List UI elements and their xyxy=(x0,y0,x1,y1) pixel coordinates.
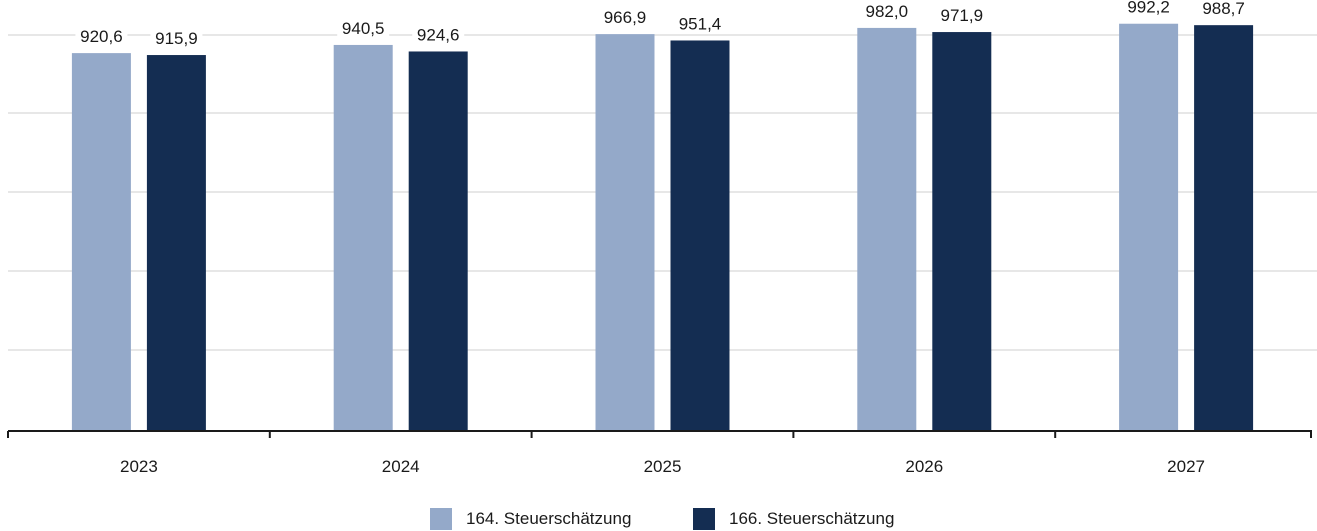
legend-label-166: 166. Steuerschätzung xyxy=(729,509,895,528)
bar-2025-series-1 xyxy=(595,34,655,432)
legend-item-164: 164. Steuerschätzung xyxy=(430,508,631,530)
gridlines xyxy=(8,34,1317,351)
bars xyxy=(71,23,1254,432)
x-tick-label-2026: 2026 xyxy=(905,457,943,476)
value-label-2024-series-1: 940,5 xyxy=(342,19,385,38)
legend-item-166: 166. Steuerschätzung xyxy=(693,508,894,530)
value-label-bg xyxy=(599,7,651,28)
value-label-2024-series-2: 924,6 xyxy=(417,25,460,44)
value-label-bg xyxy=(674,13,726,34)
value-label-bg xyxy=(860,0,913,21)
legend: 164. Steuerschätzung 166. Steuerschätzun… xyxy=(0,508,1317,530)
value-label-2026-series-1: 982,0 xyxy=(866,2,909,21)
x-tick-label-2023: 2023 xyxy=(120,457,158,476)
x-axis: 2023 2024 2025 2026 2027 xyxy=(7,430,1312,476)
value-label-bg xyxy=(150,28,203,49)
value-label-bg xyxy=(1197,0,1250,19)
legend-swatch-166 xyxy=(693,508,715,530)
bar-2025-series-2 xyxy=(670,40,730,431)
value-label-bg xyxy=(75,26,128,47)
value-label-bg xyxy=(337,17,390,38)
x-tick-label-2027: 2027 xyxy=(1167,457,1205,476)
legend-label-164: 164. Steuerschätzung xyxy=(466,509,632,528)
x-tick-label-2025: 2025 xyxy=(644,457,682,476)
bar-2026-series-1 xyxy=(857,27,917,431)
bar-2023-series-1 xyxy=(71,53,131,431)
legend-swatch-164 xyxy=(430,508,452,530)
value-label-2027-series-1: 992,2 xyxy=(1127,0,1170,17)
value-label-2025-series-2: 951,4 xyxy=(679,14,722,33)
value-label-bg xyxy=(412,24,465,45)
value-label-bg xyxy=(935,5,988,26)
bar-2024-series-2 xyxy=(408,51,468,431)
value-labels: 920,6 915,9 940,5 924,6 966,9 951,4 982,0 971,9… xyxy=(75,0,1250,49)
bar-2024-series-1 xyxy=(333,44,393,431)
value-label-2026-series-2: 971,9 xyxy=(941,6,984,25)
value-label-2023-series-2: 915,9 xyxy=(155,29,198,48)
bar-2027-series-1 xyxy=(1119,23,1179,431)
bar-2027-series-2 xyxy=(1194,25,1254,431)
x-tick-label-2024: 2024 xyxy=(382,457,420,476)
bar-2023-series-2 xyxy=(146,55,206,431)
value-label-2023-series-1: 920,6 xyxy=(80,27,123,46)
value-label-bg xyxy=(1122,0,1175,17)
value-label-2027-series-2: 988,7 xyxy=(1202,0,1245,18)
bar-chart: 920,6 915,9 940,5 924,6 966,9 951,4 982,0 971,9… xyxy=(7,0,1317,476)
value-label-2025-series-1: 966,9 xyxy=(604,8,647,27)
bar-2026-series-2 xyxy=(932,32,992,431)
